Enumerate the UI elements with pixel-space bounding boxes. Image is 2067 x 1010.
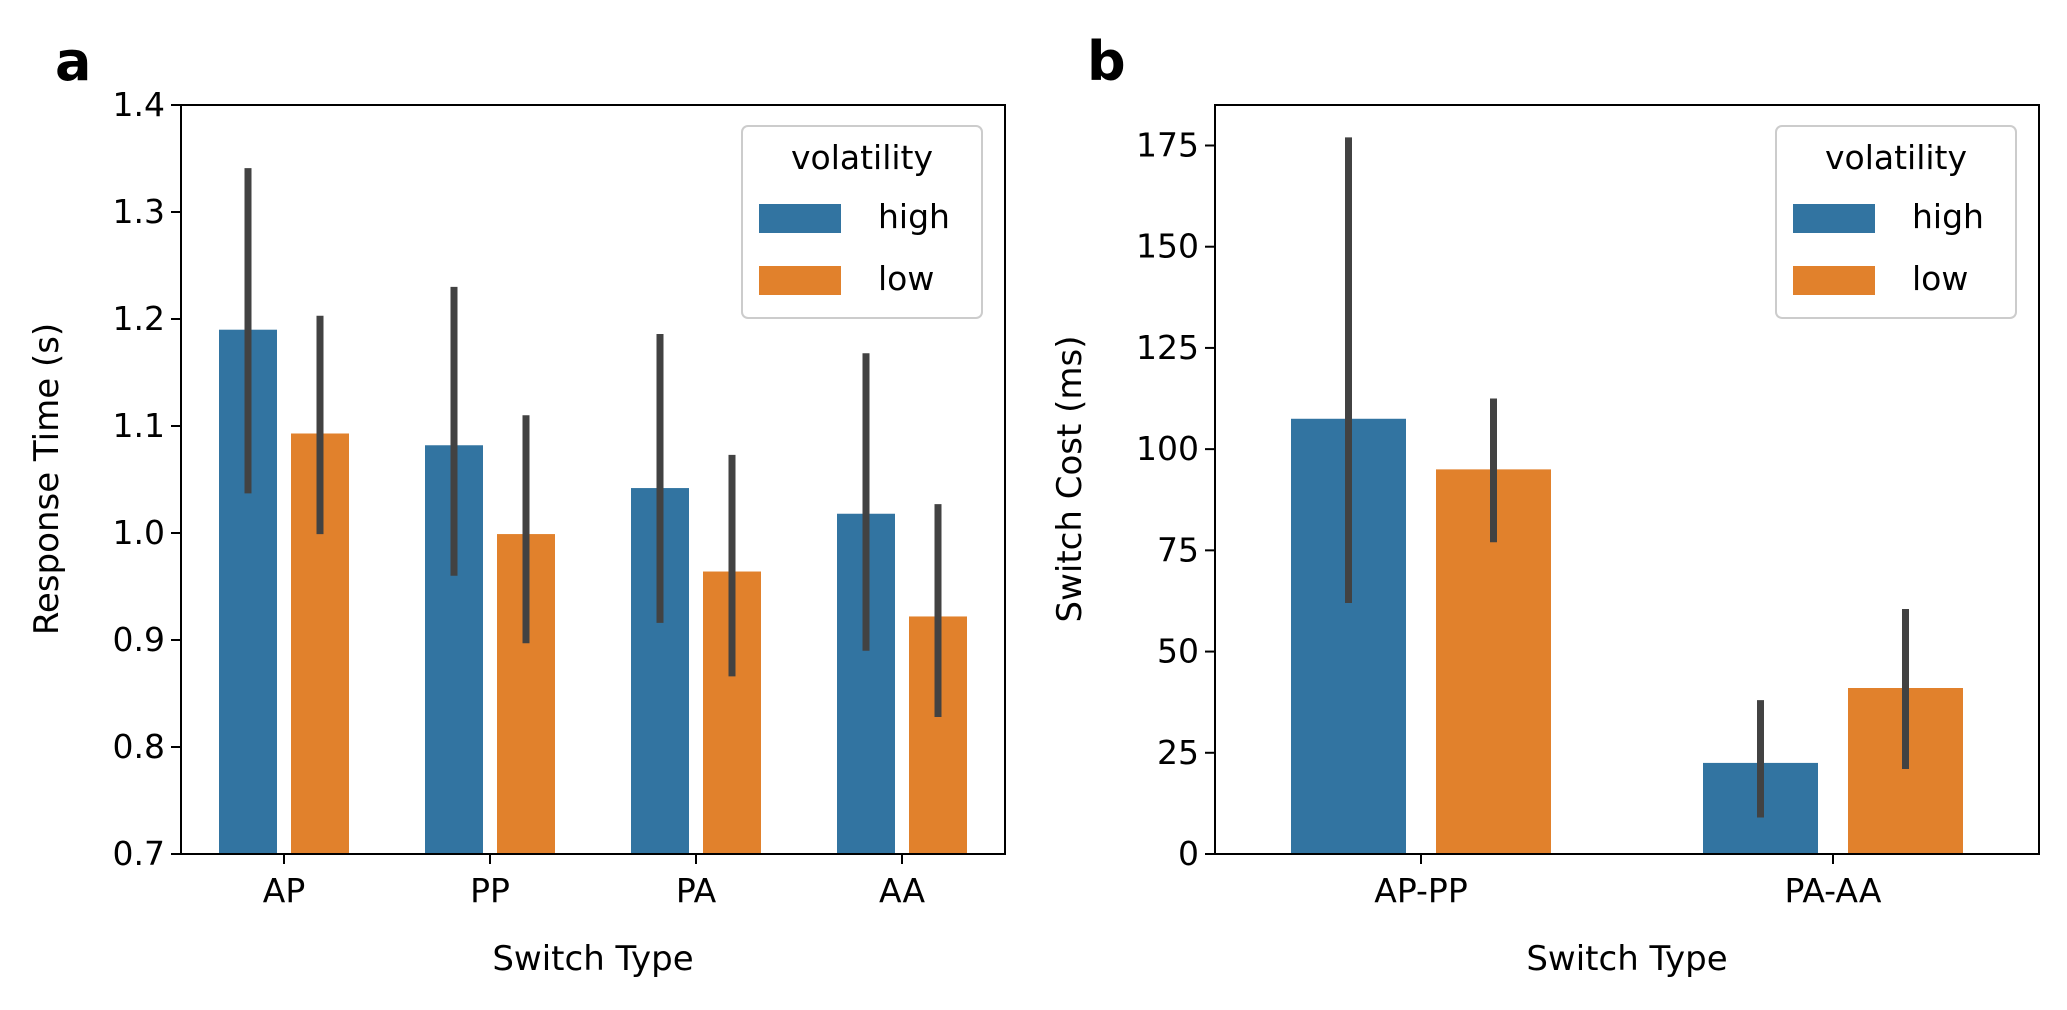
y-tick-label: 25 xyxy=(1157,733,1199,772)
x-tick-label: PP xyxy=(470,871,510,910)
y-tick-label: 1.2 xyxy=(113,299,165,338)
panel-b-legend: volatility high low xyxy=(1775,125,2017,319)
panel-b-y-axis-label: Switch Cost (ms) xyxy=(1050,336,1090,623)
y-tick-label: 0 xyxy=(1178,834,1199,873)
y-tick-label: 125 xyxy=(1136,328,1199,367)
panel-letter-b: b xyxy=(1087,30,1126,93)
x-tick-label: AP-PP xyxy=(1374,871,1467,910)
panel-a-legend: volatility high low xyxy=(741,125,983,319)
panel-a-x-axis-label: Switch Type xyxy=(492,939,693,979)
panel-letter-a: a xyxy=(55,30,91,93)
y-tick-label: 1.4 xyxy=(113,85,165,124)
legend-label-low: low xyxy=(878,259,934,298)
y-tick-label: 150 xyxy=(1136,227,1199,266)
y-tick-label: 1.3 xyxy=(113,192,165,231)
y-tick-label: 1.1 xyxy=(113,406,165,445)
y-tick-label: 1.0 xyxy=(113,513,165,552)
x-tick-label: PA xyxy=(676,871,717,910)
panel-a: a 0.7 0.8 0.9 1.0 1.1 1.2 1.3 1.4 AP PP PA AA Swit… xyxy=(27,30,1006,979)
y-tick-label: 50 xyxy=(1157,632,1199,671)
y-tick-label: 75 xyxy=(1157,530,1199,569)
y-tick-label: 0.7 xyxy=(113,834,165,873)
legend-title: volatility xyxy=(1825,138,1967,177)
legend-swatch-low xyxy=(759,266,841,295)
panel-a-axes-frame xyxy=(180,104,1006,855)
legend-title: volatility xyxy=(791,138,933,177)
legend-swatch-low xyxy=(1793,266,1875,295)
panel-a-x-ticks: AP PP PA AA xyxy=(263,854,925,910)
panel-b: b 0 25 50 75 100 125 150 175 AP-PP PA-AA Switch … xyxy=(1050,30,2040,979)
panel-b-bars xyxy=(1291,418,1963,854)
panel-b-y-ticks: 0 25 50 75 100 125 150 175 xyxy=(1136,125,1215,873)
x-tick-label: PA-AA xyxy=(1785,871,1882,910)
panel-a-y-axis-label: Response Time (s) xyxy=(27,323,67,635)
legend-label-low: low xyxy=(1912,259,1968,298)
panel-a-y-ticks: 0.7 0.8 0.9 1.0 1.1 1.2 1.3 1.4 xyxy=(113,85,181,873)
x-tick-label: AP xyxy=(263,871,305,910)
y-tick-label: 0.9 xyxy=(113,620,165,659)
panel-b-x-axis-label: Switch Type xyxy=(1526,939,1727,979)
legend-label-high: high xyxy=(1912,197,1984,236)
panel-a-errorbars xyxy=(244,168,942,718)
legend-swatch-high xyxy=(1793,204,1875,233)
panel-b-x-ticks: AP-PP PA-AA xyxy=(1374,854,1882,910)
y-tick-label: 100 xyxy=(1136,429,1199,468)
y-tick-label: 175 xyxy=(1136,125,1199,164)
panel-b-axes-frame xyxy=(1214,104,2040,855)
legend-label-high: high xyxy=(878,197,950,236)
y-tick-label: 0.8 xyxy=(113,727,165,766)
panel-b-errorbars xyxy=(1345,137,1909,818)
panel-a-bars xyxy=(219,329,967,854)
legend-swatch-high xyxy=(759,204,841,233)
x-tick-label: AA xyxy=(879,871,925,910)
